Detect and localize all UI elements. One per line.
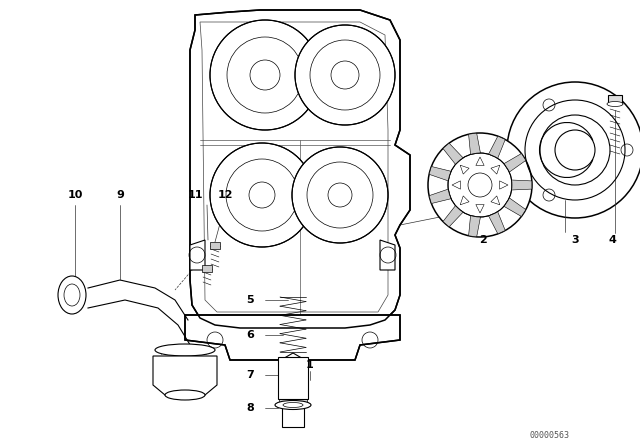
Polygon shape bbox=[380, 240, 395, 270]
Text: 6: 6 bbox=[246, 330, 254, 340]
Text: 5: 5 bbox=[246, 295, 254, 305]
Polygon shape bbox=[504, 198, 526, 216]
Ellipse shape bbox=[165, 390, 205, 400]
Bar bbox=[210, 242, 220, 249]
Ellipse shape bbox=[607, 102, 623, 107]
Ellipse shape bbox=[155, 344, 215, 356]
Polygon shape bbox=[185, 315, 400, 360]
Polygon shape bbox=[429, 167, 451, 181]
Polygon shape bbox=[153, 356, 217, 395]
Circle shape bbox=[295, 25, 395, 125]
Bar bbox=[608, 95, 622, 104]
Bar bbox=[279, 395, 307, 403]
Text: 8: 8 bbox=[246, 403, 254, 413]
Text: 10: 10 bbox=[67, 190, 83, 200]
Text: 2: 2 bbox=[479, 235, 487, 245]
Polygon shape bbox=[429, 189, 451, 203]
Text: 12: 12 bbox=[217, 190, 233, 200]
Circle shape bbox=[448, 153, 512, 217]
Polygon shape bbox=[468, 215, 481, 237]
Polygon shape bbox=[443, 143, 463, 164]
Polygon shape bbox=[283, 353, 303, 377]
Polygon shape bbox=[488, 136, 505, 158]
Circle shape bbox=[428, 133, 532, 237]
Polygon shape bbox=[504, 154, 526, 172]
Polygon shape bbox=[511, 180, 532, 190]
Circle shape bbox=[468, 173, 492, 197]
Text: 4: 4 bbox=[608, 235, 616, 245]
Text: 9: 9 bbox=[116, 190, 124, 200]
Circle shape bbox=[328, 183, 352, 207]
Bar bbox=[282, 395, 304, 427]
Text: 3: 3 bbox=[571, 235, 579, 245]
Circle shape bbox=[210, 20, 320, 130]
Circle shape bbox=[292, 147, 388, 243]
Polygon shape bbox=[488, 211, 505, 234]
Polygon shape bbox=[190, 10, 410, 328]
Circle shape bbox=[250, 60, 280, 90]
Text: 00000563: 00000563 bbox=[530, 431, 570, 439]
Polygon shape bbox=[443, 206, 463, 227]
Ellipse shape bbox=[275, 401, 311, 409]
Circle shape bbox=[555, 130, 595, 170]
Ellipse shape bbox=[58, 276, 86, 314]
Circle shape bbox=[210, 143, 314, 247]
Circle shape bbox=[249, 182, 275, 208]
Bar bbox=[202, 265, 212, 272]
Text: 1: 1 bbox=[306, 360, 314, 370]
Polygon shape bbox=[468, 133, 481, 155]
Text: 11: 11 bbox=[188, 190, 203, 200]
Circle shape bbox=[331, 61, 359, 89]
Bar bbox=[278, 357, 308, 399]
Polygon shape bbox=[190, 240, 205, 270]
Circle shape bbox=[507, 82, 640, 218]
Text: 7: 7 bbox=[246, 370, 254, 380]
